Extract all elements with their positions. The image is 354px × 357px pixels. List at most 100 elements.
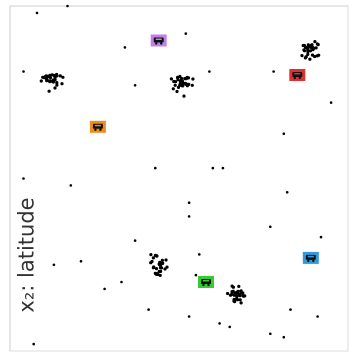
data-point <box>35 11 39 15</box>
data-point <box>306 52 310 57</box>
data-point <box>123 46 127 49</box>
data-point <box>187 315 191 318</box>
data-point <box>58 74 62 78</box>
data-point <box>235 294 239 298</box>
data-point <box>282 132 286 135</box>
data-point <box>120 280 123 284</box>
data-point <box>171 87 175 91</box>
data-point <box>232 299 236 303</box>
data-point <box>32 342 35 346</box>
data-point <box>149 261 153 265</box>
data-point <box>79 260 83 263</box>
data-point <box>300 54 304 58</box>
data-point <box>190 83 194 87</box>
data-point <box>175 89 179 94</box>
data-point <box>55 81 59 85</box>
data-point <box>61 75 65 79</box>
data-point <box>230 292 234 296</box>
data-point <box>160 258 164 262</box>
data-point <box>306 45 310 50</box>
data-point <box>238 298 242 302</box>
data-point <box>317 53 321 57</box>
data-point <box>241 294 245 298</box>
data-point <box>185 82 189 86</box>
y-axis-label-container: x₂: latitude <box>14 190 40 320</box>
data-point <box>157 269 161 274</box>
data-point <box>173 83 177 87</box>
data-point <box>329 101 333 104</box>
data-point <box>230 290 234 294</box>
data-point <box>182 94 186 98</box>
data-point <box>50 73 54 77</box>
data-point <box>236 289 240 293</box>
bus-icon <box>302 251 319 264</box>
data-point <box>69 184 73 187</box>
bus-icon <box>89 120 106 133</box>
data-point <box>184 77 188 81</box>
data-point <box>42 76 47 80</box>
data-point <box>55 74 59 78</box>
data-point <box>311 46 315 50</box>
y-axis-label: x₂: latitude <box>15 197 40 313</box>
data-point <box>211 166 215 170</box>
bus-icon <box>198 276 214 288</box>
data-point <box>60 82 64 86</box>
data-point <box>313 54 317 59</box>
data-point <box>52 263 56 267</box>
data-point <box>226 291 230 296</box>
data-point <box>198 253 201 256</box>
data-point <box>39 79 43 83</box>
data-point <box>181 81 185 85</box>
bus-icon <box>289 69 306 81</box>
data-point <box>236 298 240 302</box>
data-point <box>53 86 57 90</box>
plot-area <box>9 5 349 352</box>
data-point <box>173 80 178 84</box>
markers-layer <box>89 34 319 288</box>
data-point <box>149 253 153 257</box>
data-point <box>191 77 195 81</box>
data-point <box>164 258 168 262</box>
data-point <box>218 322 221 325</box>
data-point <box>154 166 157 170</box>
data-point <box>308 49 313 53</box>
data-point <box>308 57 312 61</box>
data-point <box>302 49 307 53</box>
data-point <box>228 325 231 329</box>
data-point <box>316 315 319 318</box>
data-point <box>187 201 191 204</box>
data-point <box>103 287 106 291</box>
data-point <box>239 301 243 305</box>
data-point <box>152 265 156 269</box>
data-point <box>241 291 245 295</box>
data-point <box>272 70 275 73</box>
data-point <box>66 4 69 8</box>
data-point <box>237 284 241 288</box>
data-point <box>158 273 162 277</box>
data-point <box>269 225 272 229</box>
data-point <box>55 83 59 87</box>
data-point <box>22 70 25 73</box>
data-point <box>289 308 292 311</box>
data-point <box>22 177 25 180</box>
data-point <box>230 284 234 288</box>
data-point <box>316 43 320 47</box>
data-point <box>133 239 137 242</box>
data-point <box>178 83 182 87</box>
data-point <box>158 260 162 264</box>
data-point <box>282 335 286 339</box>
data-point <box>153 253 157 257</box>
bus-icon <box>150 34 167 47</box>
data-point <box>184 32 188 35</box>
data-point <box>313 40 317 44</box>
data-point <box>194 273 198 277</box>
data-point <box>180 76 184 81</box>
data-point <box>169 77 173 81</box>
data-point <box>221 166 225 170</box>
data-point <box>285 191 289 194</box>
data-point <box>187 215 191 218</box>
data-point <box>47 89 51 93</box>
data-point <box>232 293 236 297</box>
data-point <box>176 76 180 80</box>
data-point <box>319 235 323 239</box>
